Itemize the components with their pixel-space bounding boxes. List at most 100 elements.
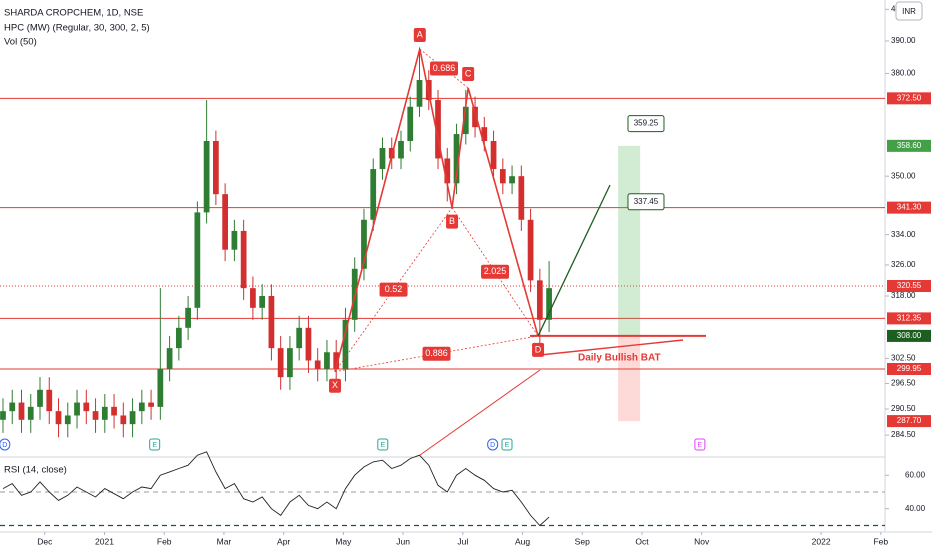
point-label: X [332, 380, 338, 390]
volume-label: Vol (50) [4, 37, 37, 48]
y-tick-label: 284.50 [891, 430, 916, 439]
candle-body [157, 368, 164, 407]
price-tag [887, 92, 931, 105]
x-tick-label: Apr [277, 536, 290, 546]
point-box [329, 378, 342, 393]
candle-body [120, 415, 127, 425]
x-tick-label: Sep [575, 536, 590, 546]
candle-body [536, 280, 543, 320]
price-tag [887, 312, 931, 325]
y-tick-label: 350.00 [891, 171, 916, 180]
candle-body [333, 352, 340, 369]
indicator-label: HPC (MW) (Regular, 30, 300, 2, 5) [4, 23, 150, 34]
price-tag-label: 320.55 [897, 281, 922, 290]
event-label: E [505, 442, 510, 449]
candle-body [444, 158, 451, 184]
y-tick-label: 60.00 [905, 470, 926, 479]
currency-label[interactable]: INR [902, 7, 916, 16]
candle-body [74, 402, 80, 416]
candle-body [499, 169, 506, 184]
candle-body [231, 230, 238, 250]
price-tag [887, 280, 931, 293]
candle-body [138, 402, 145, 412]
event-label: D [2, 442, 7, 449]
x-tick-label: 2022 [812, 536, 831, 546]
projection-label: 359.25 [634, 119, 659, 128]
candle-body [527, 219, 534, 281]
y-tick-label: 290.50 [891, 404, 916, 413]
candle-body [222, 194, 229, 250]
candle-body [101, 406, 108, 420]
candle-body [64, 415, 71, 425]
event-label: E [152, 442, 157, 449]
x-tick-label: Feb [157, 536, 172, 546]
point-label: C [465, 68, 472, 78]
y-tick-label: 40.00 [905, 504, 926, 513]
symbol-title: SHARDA CROPCHEM, 1D, NSE [4, 8, 143, 19]
pattern-leg [451, 87, 469, 208]
x-tick-label: Oct [635, 536, 649, 546]
candle-body [111, 406, 117, 416]
candle-body [370, 169, 377, 220]
point-label: D [535, 344, 542, 354]
pattern-leg [334, 48, 421, 372]
currency-button[interactable] [895, 1, 923, 21]
candle-body [213, 140, 219, 195]
price-tag-label: 372.50 [897, 93, 922, 102]
price-tag [887, 415, 931, 428]
x-tick-label: Jul [457, 536, 468, 546]
candle-body [462, 106, 469, 135]
event-marker [487, 438, 499, 451]
event-marker [149, 438, 161, 451]
candle-body [472, 106, 478, 128]
event-marker [0, 438, 11, 451]
y-tick-label: 334.00 [891, 230, 916, 239]
point-box [413, 28, 426, 43]
candle-body [129, 411, 136, 425]
price-tag [887, 329, 931, 342]
point-box [446, 214, 459, 229]
ratio-box [429, 61, 458, 76]
event-label: E [380, 442, 385, 449]
y-tick-label: 318.00 [891, 291, 916, 300]
ratio-box [379, 282, 408, 297]
candle-body [18, 402, 25, 420]
candle-body [203, 140, 210, 213]
x-tick-label: Aug [515, 536, 530, 546]
candle-body [481, 127, 488, 141]
price-tag-label: 308.00 [897, 331, 922, 340]
candle-body [37, 389, 43, 407]
stop-zone [618, 335, 641, 422]
candle-body [185, 307, 191, 328]
candle-body [83, 402, 90, 412]
y-tick-label: 380.00 [891, 69, 916, 78]
event-label: E [698, 442, 703, 449]
point-box [532, 342, 545, 357]
candle-body [268, 295, 275, 349]
event-marker [501, 438, 513, 451]
candle-body [287, 348, 293, 378]
ratio-box [481, 264, 510, 279]
rsi-line [2, 451, 550, 527]
candle-body [490, 140, 497, 170]
x-tick-label: Feb [873, 536, 888, 546]
candle-body [305, 327, 312, 361]
candle-body [407, 106, 414, 141]
x-tick-label: Jun [396, 536, 410, 546]
price-tag [887, 201, 931, 214]
candle-body [0, 411, 6, 420]
candle-body [27, 406, 34, 420]
candle-body [416, 80, 423, 107]
candle-body [175, 327, 182, 349]
projection-line [537, 184, 611, 337]
candle-body [92, 411, 99, 420]
candle-body [453, 134, 460, 184]
event-marker [377, 438, 389, 451]
projection-bubble [627, 193, 665, 211]
candle-body [342, 319, 349, 369]
candle-body [55, 411, 62, 425]
pattern-leg [419, 48, 453, 208]
pattern-name: Daily Bullish BAT [578, 353, 661, 364]
candle-body [324, 352, 330, 369]
